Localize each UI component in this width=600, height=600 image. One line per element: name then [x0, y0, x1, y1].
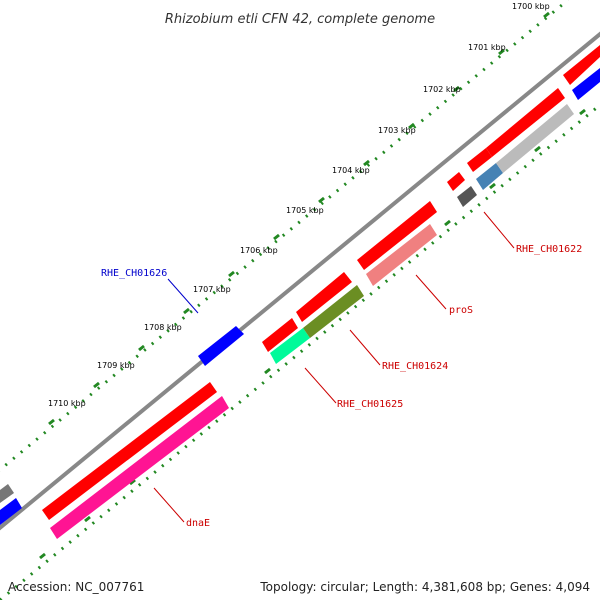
major-tick — [93, 381, 100, 389]
inner-tick — [579, 108, 586, 116]
inner-tick — [444, 219, 451, 227]
major-tick — [138, 344, 145, 352]
rhe01625-track[interactable] — [270, 328, 310, 364]
gene-label-rhe-ch01624[interactable]: RHE_CH01624 — [382, 361, 448, 372]
gene-arrow[interactable] — [467, 148, 492, 172]
major-tick — [543, 11, 550, 19]
gene-label-rhe-ch01626[interactable]: RHE_CH01626 — [101, 268, 167, 279]
tick-label: 1709 kbp — [97, 361, 135, 370]
accession-text: Accession: NC_007761 — [8, 580, 145, 594]
gene-arrow[interactable] — [563, 45, 600, 85]
gene-arrow[interactable] — [447, 172, 465, 191]
gene-arrow[interactable] — [262, 318, 298, 352]
major-tick — [183, 307, 190, 315]
gene-arrow-blue[interactable] — [198, 326, 244, 366]
topology-text: Topology: circular; Length: 4,381,608 bp… — [260, 580, 590, 594]
major-tick — [228, 270, 235, 278]
gene-arrow-blue[interactable] — [0, 498, 22, 525]
leader-line — [304, 367, 337, 404]
steel-track[interactable] — [476, 163, 503, 190]
gene-label-pros[interactable]: proS — [449, 305, 473, 316]
pros-track[interactable] — [366, 224, 437, 286]
backbone — [0, 31, 600, 531]
leader-line — [483, 211, 515, 249]
function-track — [50, 104, 574, 539]
gene-arrow[interactable] — [486, 88, 565, 157]
major-tick — [273, 233, 280, 241]
inner-tick — [264, 367, 271, 375]
inner-tick — [39, 552, 46, 560]
tick-label: 1704 kbp — [332, 166, 370, 175]
gene-arrow-blue[interactable] — [572, 68, 600, 100]
tick-label: 1708 kbp — [144, 323, 182, 332]
inner-tick — [489, 182, 496, 190]
gene-label-rhe-ch01622[interactable]: RHE_CH01622 — [516, 244, 582, 255]
major-tick — [453, 85, 460, 93]
major-tick — [48, 418, 55, 426]
leader-line — [167, 278, 199, 314]
inner-tick — [84, 515, 91, 523]
dnae-track[interactable] — [50, 396, 229, 539]
tick-label: 1701 kbp — [468, 43, 506, 52]
major-tick — [363, 159, 370, 167]
gene-arrow[interactable] — [42, 382, 217, 520]
gene-label-dnae[interactable]: dnaE — [186, 518, 210, 529]
leader-line — [349, 329, 381, 366]
tick-label: 1706 kbp — [240, 246, 278, 255]
gene-label-rhe-ch01625[interactable]: RHE_CH01625 — [337, 399, 403, 410]
inner-tick — [534, 145, 541, 153]
inner-tick — [129, 478, 136, 486]
major-tick — [408, 122, 415, 130]
gene-labels: RHE_CH01622 proS RHE_CH01624 RHE_CH01625… — [101, 244, 582, 529]
tick-label: 1700 kbp — [512, 2, 550, 11]
gene-arrow[interactable] — [357, 201, 437, 270]
rhe01624-track[interactable] — [303, 285, 364, 338]
tick-label: 1702 kbp — [423, 85, 461, 94]
leader-lines — [153, 211, 515, 523]
gene-arrow[interactable] — [296, 272, 352, 322]
leader-line — [153, 487, 185, 523]
gene-arrow[interactable] — [0, 484, 14, 503]
grey-track[interactable] — [496, 104, 574, 173]
inner-dotted-ring — [0, 103, 600, 600]
major-tick — [318, 196, 325, 204]
tick-labels: 1700 kbp 1701 kbp 1702 kbp 1703 kbp 1704… — [48, 2, 550, 408]
tick-label: 1710 kbp — [48, 399, 86, 408]
tick-label: 1707 kbp — [193, 285, 231, 294]
leader-line — [415, 274, 447, 310]
tick-label: 1705 kbp — [286, 206, 324, 215]
map-title: Rhizobium etli CFN 42, complete genome — [165, 12, 435, 27]
major-tick — [498, 48, 505, 56]
tick-label: 1703 kbp — [378, 126, 416, 135]
grey-track[interactable] — [457, 186, 477, 207]
major-ticks — [48, 11, 550, 426]
forward-track — [0, 45, 600, 525]
